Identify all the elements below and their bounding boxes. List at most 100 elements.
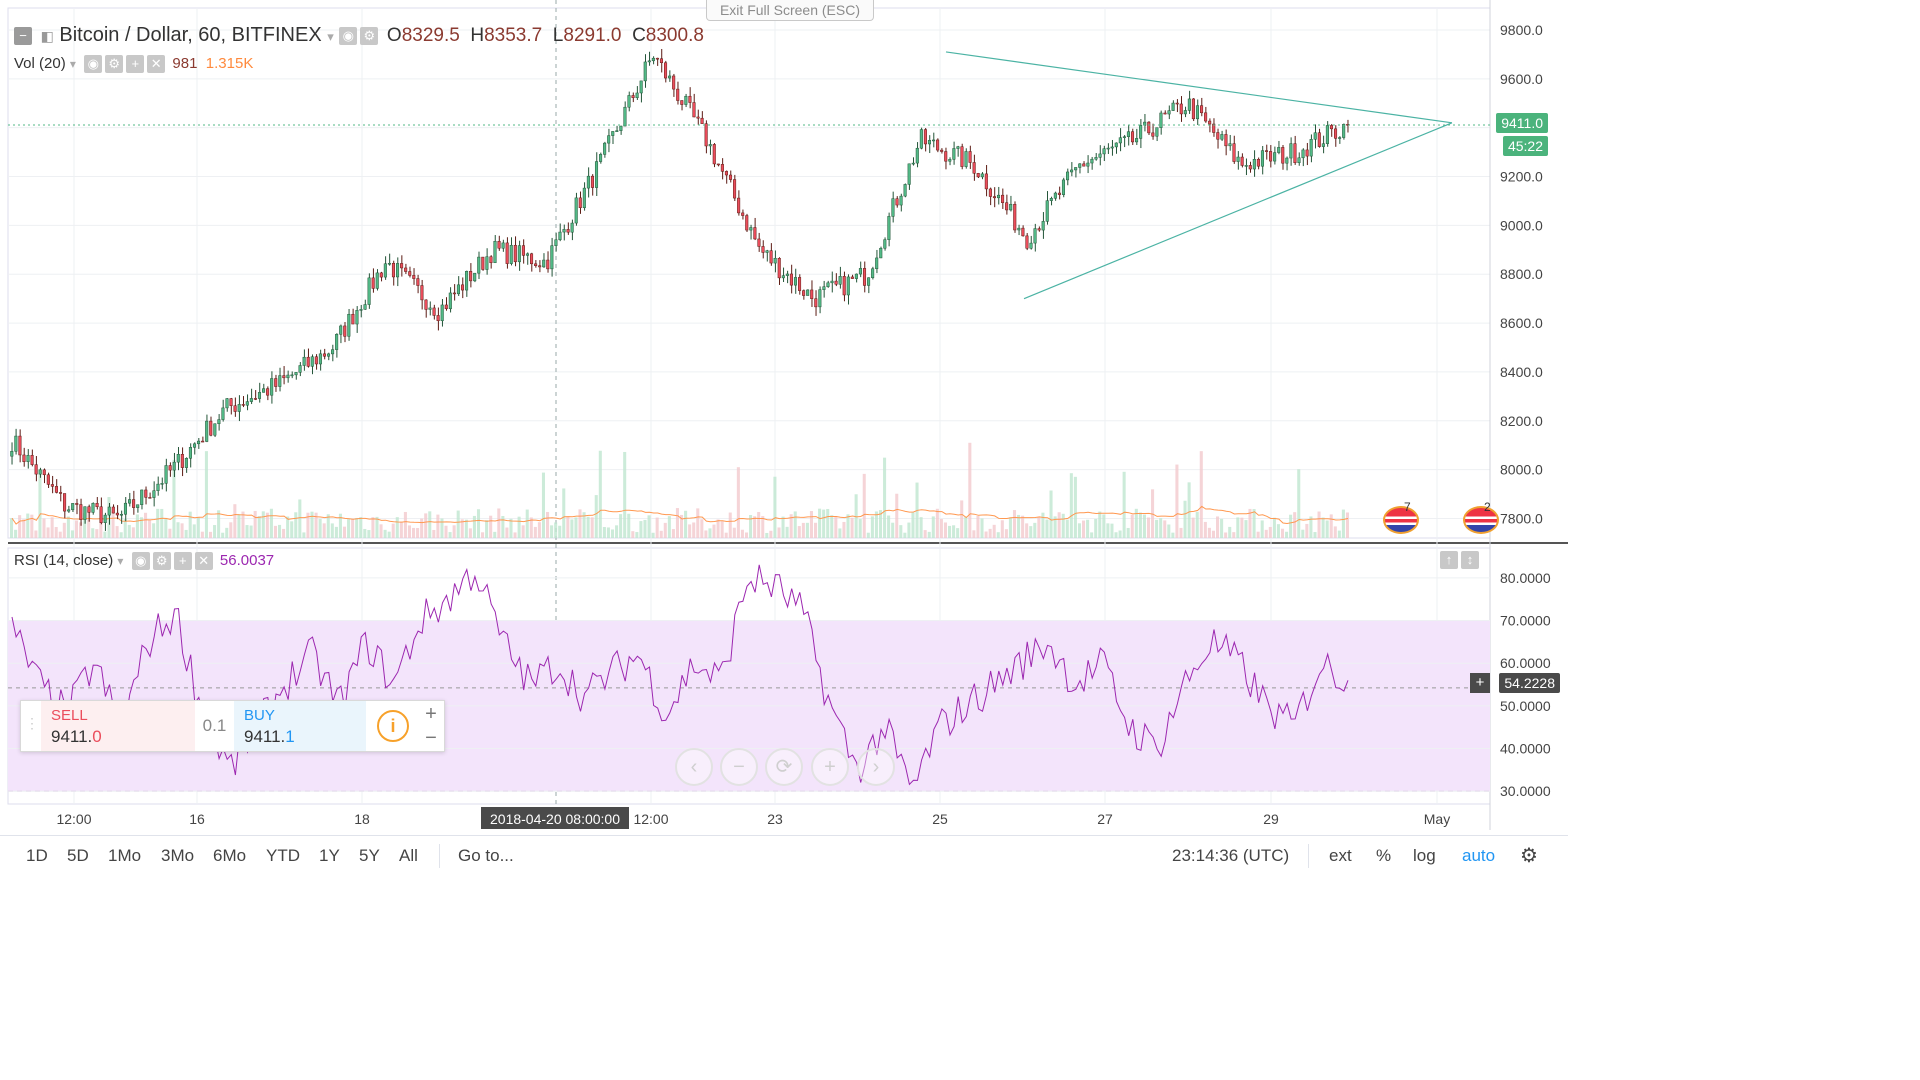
range-3mo[interactable]: 3Mo bbox=[161, 846, 195, 865]
range-ytd[interactable]: YTD bbox=[266, 846, 300, 865]
volume-bar bbox=[233, 504, 237, 538]
volume-bar bbox=[497, 508, 501, 538]
exit-fullscreen-button[interactable]: Exit Full Screen (ESC) bbox=[706, 0, 874, 21]
volume-bar bbox=[598, 450, 602, 538]
settings-icon[interactable]: ⚙ bbox=[360, 26, 379, 45]
volume-bar bbox=[834, 516, 838, 538]
candle-body bbox=[871, 268, 875, 278]
scroll-back-button[interactable]: ‹ bbox=[675, 748, 713, 786]
add-plus-icon[interactable]: + bbox=[1470, 673, 1490, 693]
volume-bar bbox=[732, 527, 736, 538]
volume-bar bbox=[1211, 530, 1215, 538]
us-flag-event-icon-2[interactable] bbox=[1463, 506, 1499, 534]
reset-chart-button[interactable]: ⟳ bbox=[765, 748, 803, 786]
volume-bar bbox=[602, 527, 606, 538]
volume-bar bbox=[927, 531, 931, 538]
collapse-icon[interactable]: − bbox=[14, 26, 32, 45]
eye-icon[interactable]: ◉ bbox=[131, 552, 150, 571]
candle-body bbox=[408, 271, 412, 276]
range-1y[interactable]: 1Y bbox=[319, 846, 340, 865]
volume-bar bbox=[10, 518, 14, 538]
candle-body bbox=[1070, 169, 1074, 173]
visibility-icon[interactable]: ◉ bbox=[339, 26, 358, 45]
volume-bar bbox=[338, 513, 342, 538]
arrow-down-icon[interactable]: ↕ bbox=[1461, 551, 1479, 569]
candle-body bbox=[899, 195, 903, 206]
volume-bar bbox=[318, 518, 322, 538]
candle-body bbox=[1195, 105, 1200, 120]
volume-bar bbox=[1191, 517, 1195, 538]
ext-toggle[interactable]: ext bbox=[1329, 846, 1352, 865]
candle-body bbox=[826, 282, 830, 287]
range-all[interactable]: All bbox=[399, 846, 418, 865]
candle-body bbox=[570, 222, 574, 233]
info-icon[interactable]: i bbox=[377, 710, 409, 742]
symbol-menu-icon[interactable]: ▾ bbox=[327, 29, 334, 44]
candle-body bbox=[769, 250, 773, 264]
candle-body bbox=[659, 58, 664, 64]
candle-body bbox=[655, 57, 659, 60]
volume-bar bbox=[481, 532, 485, 538]
candle-body bbox=[1244, 165, 1248, 167]
volume-bar bbox=[1313, 532, 1317, 538]
close-icon[interactable]: ✕ bbox=[147, 55, 166, 74]
volume-bar bbox=[249, 525, 253, 538]
volume-bar bbox=[931, 516, 935, 538]
range-1mo[interactable]: 1Mo bbox=[108, 846, 142, 865]
candle-body bbox=[1212, 123, 1216, 133]
volume-bar bbox=[891, 522, 895, 538]
zoom-in-button[interactable]: + bbox=[811, 748, 849, 786]
candle-body bbox=[525, 253, 530, 256]
volume-menu-icon[interactable]: ▾ bbox=[69, 57, 76, 71]
range-5y[interactable]: 5Y bbox=[359, 846, 380, 865]
range-6mo[interactable]: 6Mo bbox=[213, 846, 247, 865]
scroll-forward-button[interactable]: › bbox=[857, 748, 895, 786]
log-toggle[interactable]: log bbox=[1413, 846, 1436, 865]
candle-body bbox=[875, 257, 879, 269]
range-1d[interactable]: 1D bbox=[26, 846, 48, 865]
quantity-minus-button[interactable]: − bbox=[425, 727, 437, 749]
volume-bar bbox=[558, 525, 562, 538]
auto-toggle[interactable]: auto bbox=[1462, 846, 1496, 865]
sell-button[interactable]: SELL 9411.0 bbox=[41, 701, 195, 751]
us-flag-event-icon[interactable] bbox=[1383, 506, 1419, 534]
volume-bar bbox=[1256, 531, 1260, 538]
candle-body bbox=[412, 275, 416, 279]
range-5d[interactable]: 5D bbox=[67, 846, 89, 865]
zoom-out-button[interactable]: − bbox=[720, 748, 758, 786]
quantity-field[interactable]: 0.1 bbox=[202, 716, 227, 735]
volume-bar bbox=[562, 488, 566, 538]
quantity-plus-button[interactable]: + bbox=[425, 703, 437, 725]
volume-bar bbox=[139, 517, 143, 538]
candle-body bbox=[883, 239, 887, 249]
plus-icon[interactable]: + bbox=[173, 552, 192, 571]
volume-bar bbox=[399, 521, 403, 538]
candle-body bbox=[664, 62, 668, 79]
volume-bar bbox=[334, 526, 338, 538]
candle-body bbox=[1110, 146, 1114, 149]
candle-body bbox=[30, 455, 34, 465]
candle-body bbox=[497, 240, 501, 249]
candle-body bbox=[542, 259, 546, 268]
symbol-legend: − ◧ Bitcoin / Dollar, 60, BITFINEX ▾ ◉ ⚙ … bbox=[14, 24, 704, 47]
volume-bar bbox=[956, 528, 960, 538]
candle-body bbox=[692, 102, 696, 118]
candle-body bbox=[777, 257, 781, 279]
eye-icon[interactable]: ◉ bbox=[84, 55, 103, 74]
rsi-menu-icon[interactable]: ▾ bbox=[117, 554, 124, 568]
gear-icon[interactable]: ⚙ bbox=[1520, 845, 1538, 867]
candle-body bbox=[387, 262, 391, 265]
candle-body bbox=[1216, 132, 1220, 140]
percent-toggle[interactable]: % bbox=[1376, 846, 1392, 865]
close-icon[interactable]: ✕ bbox=[194, 552, 213, 571]
volume-bar bbox=[330, 523, 334, 538]
gear-icon[interactable]: ⚙ bbox=[152, 552, 171, 571]
utc-clock[interactable]: 23:14:36 (UTC) bbox=[1172, 846, 1290, 865]
plus-icon[interactable]: + bbox=[126, 55, 145, 74]
arrow-up-icon[interactable]: ↑ bbox=[1440, 551, 1458, 569]
gear-icon[interactable]: ⚙ bbox=[105, 55, 124, 74]
buy-button[interactable]: BUY 9411.1 bbox=[234, 701, 366, 751]
candle-body bbox=[793, 277, 798, 286]
candle-body bbox=[1126, 131, 1130, 137]
goto-button[interactable]: Go to... bbox=[458, 846, 514, 865]
